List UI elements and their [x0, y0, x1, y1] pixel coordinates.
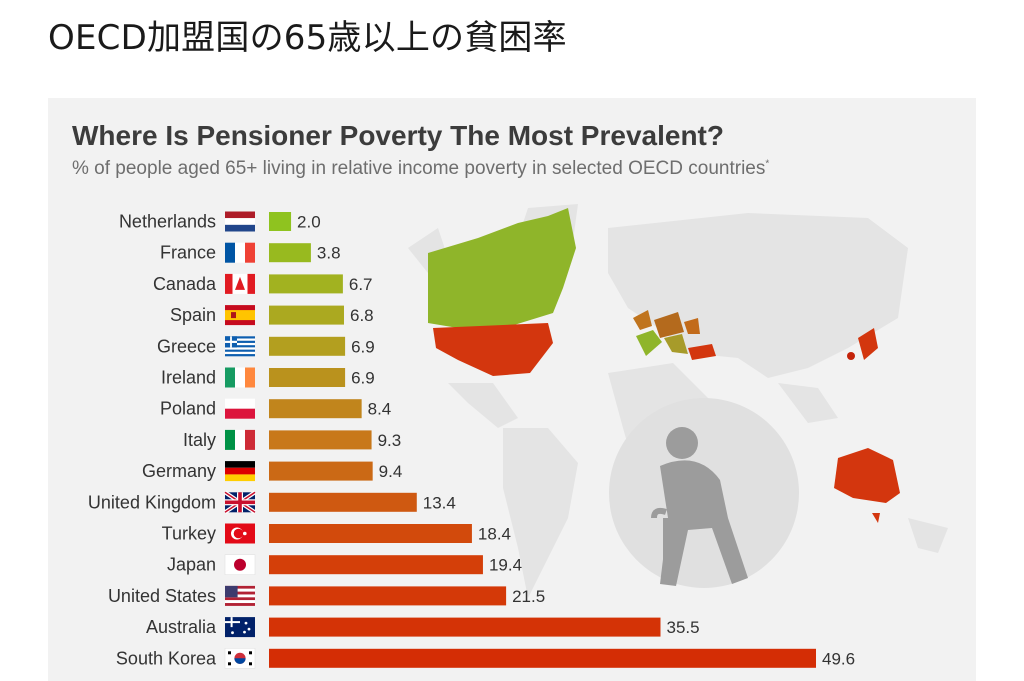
page-heading: OECD加盟国の65歳以上の貧困率: [48, 18, 567, 58]
ireland-flag: [225, 367, 255, 388]
bar: [269, 243, 311, 263]
bars-layer: Netherlands 2.0 France 3.8 Canada 6.7 Spain 6.8…: [88, 211, 855, 669]
chart-subtitle: % of people aged 65+ living in relative …: [72, 158, 769, 180]
turkey-flag: [225, 523, 255, 544]
bar: [269, 492, 417, 512]
category-label: France: [160, 243, 216, 263]
japan-flag: [224, 554, 256, 575]
chart-canvas: Netherlands 2.0 France 3.8 Canada 6.7 Spain 6.8…: [88, 204, 948, 669]
value-label: 19.4: [489, 556, 522, 575]
elderly-person-with-cane-icon: [609, 398, 799, 588]
subtitle-footnote-mark: *: [765, 158, 770, 170]
chart-card: Netherlands 2.0 France 3.8 Canada 6.7 Spain 6.8…: [48, 98, 976, 681]
category-label: Germany: [142, 461, 216, 481]
world-map: [408, 204, 948, 598]
bar: [269, 212, 292, 231]
category-label: Japan: [167, 555, 216, 575]
category-label: Italy: [183, 430, 216, 450]
germany-flag: [225, 461, 255, 482]
south-korea-flag: [224, 648, 256, 669]
bar: [269, 274, 343, 294]
value-label: 21.5: [512, 587, 545, 606]
greece-flag: [225, 336, 255, 357]
italy-flag: [225, 429, 255, 450]
value-label: 6.7: [349, 275, 373, 294]
category-label: Spain: [170, 305, 216, 325]
value-label: 2.0: [297, 213, 321, 232]
value-label: 6.9: [351, 337, 375, 356]
category-label: Australia: [146, 617, 217, 637]
bar: [269, 648, 816, 668]
bar: [269, 617, 661, 637]
bar: [269, 524, 472, 543]
value-label: 8.4: [368, 400, 392, 419]
chart-subtitle-text: % of people aged 65+ living in relative …: [72, 158, 766, 179]
category-label: South Korea: [116, 648, 217, 668]
chart-title: Where Is Pensioner Poverty The Most Prev…: [72, 120, 724, 151]
bar: [269, 586, 507, 606]
bar: [269, 336, 346, 356]
category-label: United States: [108, 586, 216, 606]
france-flag: [225, 242, 255, 263]
bar: [269, 368, 346, 387]
poland-flag: [225, 398, 255, 419]
value-label: 49.6: [822, 649, 855, 668]
netherlands-flag: [225, 211, 255, 232]
australia-flag: [225, 617, 255, 638]
value-label: 9.3: [378, 431, 402, 450]
bar: [269, 305, 344, 325]
united-kingdom-flag: [223, 490, 257, 514]
canada-flag: [225, 273, 255, 294]
bar: [269, 555, 483, 575]
value-label: 18.4: [478, 525, 511, 544]
category-label: Canada: [153, 274, 217, 294]
value-label: 6.9: [351, 369, 375, 388]
spain-flag: [225, 305, 255, 326]
value-label: 35.5: [667, 618, 700, 637]
value-label: 6.8: [350, 306, 374, 325]
category-label: Netherlands: [119, 212, 216, 232]
bar: [269, 430, 372, 450]
united-states-flag: [225, 585, 255, 606]
bar: [269, 461, 373, 481]
value-label: 9.4: [379, 462, 403, 481]
value-label: 3.8: [317, 244, 341, 263]
bar: [269, 399, 362, 419]
category-label: Greece: [157, 336, 216, 356]
category-label: United Kingdom: [88, 492, 216, 512]
category-label: Turkey: [162, 524, 216, 544]
value-label: 13.4: [423, 493, 456, 512]
category-label: Poland: [160, 399, 216, 419]
category-label: Ireland: [161, 368, 216, 388]
